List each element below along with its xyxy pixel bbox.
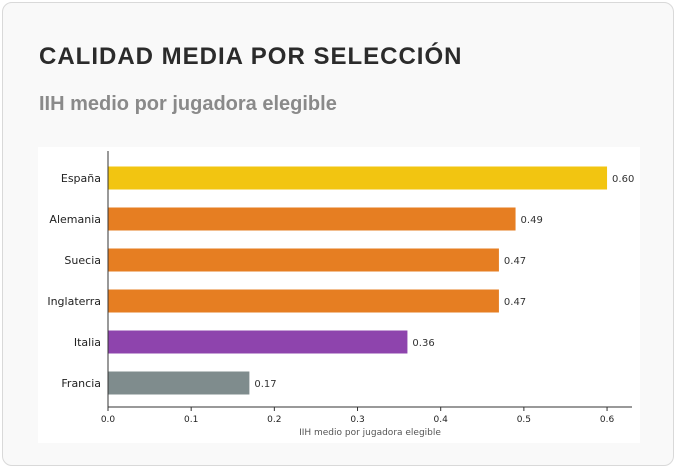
x-tick-label: 0.0 xyxy=(101,415,116,425)
bar xyxy=(108,330,408,354)
bar xyxy=(108,248,499,272)
x-tick-label: 0.1 xyxy=(184,415,198,425)
x-tick-label: 0.2 xyxy=(267,415,281,425)
x-axis-title: IIH medio por jugadora elegible xyxy=(299,428,441,438)
value-label: 0.47 xyxy=(504,297,526,308)
category-label: España xyxy=(61,172,101,185)
category-label: Suecia xyxy=(64,254,101,267)
value-label: 0.49 xyxy=(521,215,543,226)
x-tick-label: 0.3 xyxy=(350,415,364,425)
value-label: 0.47 xyxy=(504,256,526,267)
category-label: Alemania xyxy=(49,213,101,226)
bar-chart: España 0.60 Alemania 0.49 Suecia 0.47 Inglater… xyxy=(38,147,640,443)
chart-subtitle: IIH medio por jugadora elegible xyxy=(39,93,337,115)
bar-chart-svg: España 0.60 Alemania 0.49 Suecia 0.47 Inglater… xyxy=(47,151,634,438)
bar xyxy=(108,371,250,395)
bar xyxy=(108,289,499,313)
value-label: 0.36 xyxy=(412,338,434,349)
category-label: Inglaterra xyxy=(47,295,101,308)
bar xyxy=(108,207,516,231)
x-tick-label: 0.4 xyxy=(434,415,449,425)
value-label: 0.60 xyxy=(612,174,634,185)
value-label: 0.17 xyxy=(254,379,276,390)
bar xyxy=(108,166,608,190)
category-label: Italia xyxy=(74,336,101,349)
x-tick-label: 0.6 xyxy=(600,415,615,425)
category-label: Francia xyxy=(61,377,101,390)
x-tick-label: 0.5 xyxy=(517,415,531,425)
chart-title: CALIDAD MEDIA POR SELECCIÓN xyxy=(39,43,463,70)
